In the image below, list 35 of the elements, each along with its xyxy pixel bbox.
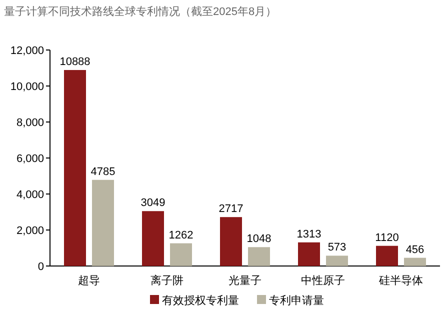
x-tick-label: 超导 [78,275,100,287]
bar [64,70,86,266]
y-tick-label: 12,000 [10,45,44,57]
bar [220,217,242,266]
y-tick-label: 6,000 [16,153,44,165]
bar [142,211,164,266]
x-tick-label: 光量子 [228,274,262,287]
y-tick-label: 4,000 [16,189,44,201]
x-tick-label: 离子阱 [150,274,184,287]
y-tick-label: 10,000 [10,81,44,93]
y-tick-label: 8,000 [16,117,44,129]
bar [170,243,192,266]
data-label: 3049 [140,197,166,210]
bar [298,242,320,266]
data-label: 573 [328,242,346,254]
data-label: 1120 [375,232,399,244]
bar [248,247,270,266]
chart-title: 量子计算不同技术路线全球专利情况（截至2025年8月） [4,5,277,18]
legend-label: 专利申请量 [269,294,324,307]
y-tick-label: 0 [38,261,44,273]
x-tick-label: 硅半导体 [378,274,423,287]
data-label: 1048 [246,233,272,246]
data-label: 456 [406,244,424,256]
data-label: 2717 [218,203,244,216]
bar [376,246,398,266]
x-tick-label: 中性原子 [301,274,345,287]
data-label: 1262 [168,229,194,242]
bar [404,258,426,266]
legend-label: 有效授权专利量 [162,294,239,307]
y-tick-label: 2,000 [16,225,44,237]
data-label: 1313 [296,228,322,240]
bar [326,256,348,266]
data-label: 4785 [90,166,116,178]
data-label: 10888 [60,56,90,68]
bar [92,180,114,266]
